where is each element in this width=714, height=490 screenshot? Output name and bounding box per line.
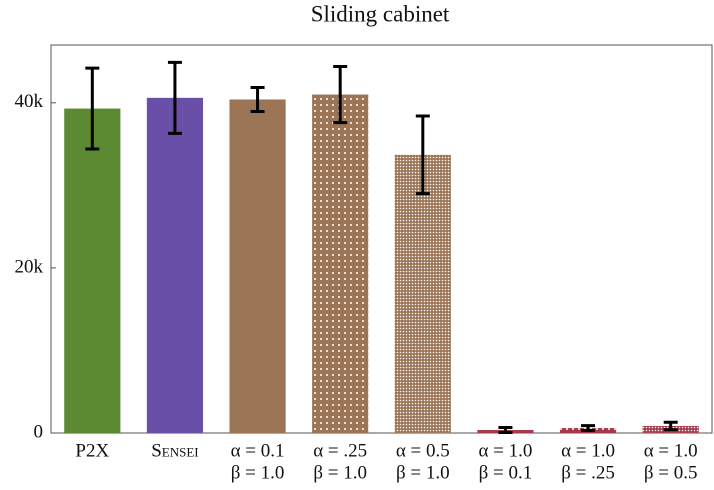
error-bar [250,86,265,113]
error-bar [663,420,678,432]
error-bar [333,64,348,125]
bar [64,108,121,434]
bar [394,154,451,433]
x-tick-label: α = 1.0 [478,440,532,461]
bar [312,94,369,433]
x-tick-label: α = .25 [313,440,367,461]
plot-frame [50,44,713,434]
error-bar [498,426,513,435]
x-tick-label: α = 0.5 [396,440,450,461]
x-tick-label: α = 0.1 [231,440,285,461]
y-tick-label: 20k [15,256,44,277]
x-tick-label: P2X [75,440,109,461]
x-tick-label: β = 1.0 [396,462,450,483]
x-tick-label: α = 1.0 [644,440,698,461]
x-tick-label: β = .25 [561,462,615,483]
y-tick-label: 0 [34,421,44,442]
error-bar [167,60,182,135]
bar [229,99,286,433]
x-tick-label: Sensei [151,440,198,461]
x-tick-label: β = 0.1 [479,462,533,483]
error-bar [581,424,596,433]
bar [146,97,204,433]
error-bar [415,114,430,196]
x-tick-label: β = 1.0 [231,462,285,483]
chart-title: Sliding cabinet [311,1,450,26]
error-bar [85,66,100,151]
x-tick-label: β = 0.5 [644,462,698,483]
y-tick-label: 40k [15,91,44,112]
x-tick-label: β = 1.0 [313,462,367,483]
x-tick-label: α = 1.0 [561,440,615,461]
